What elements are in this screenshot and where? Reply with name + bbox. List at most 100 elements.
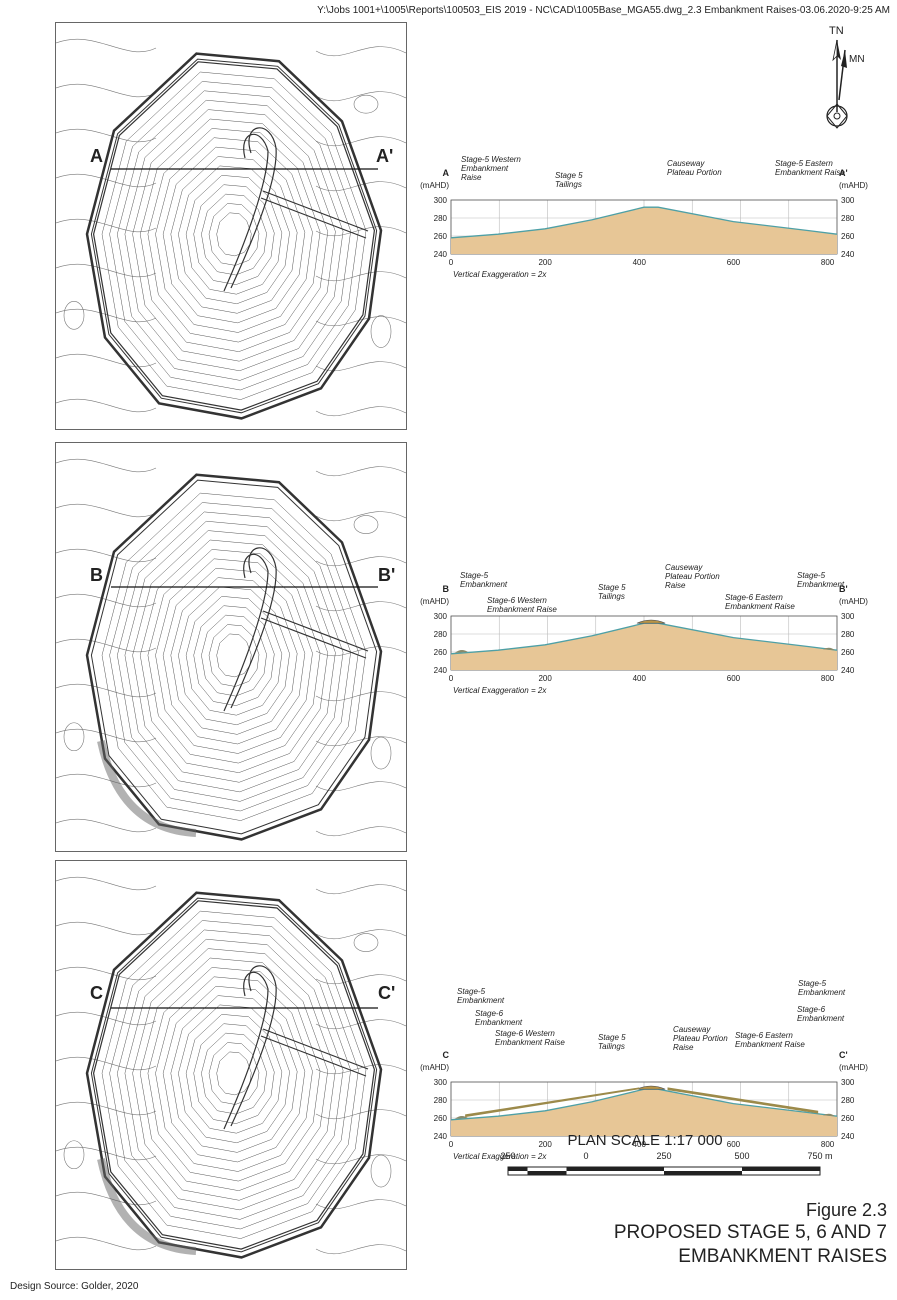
tailings-fill bbox=[451, 623, 837, 670]
plan-b-start-label: B bbox=[90, 565, 103, 585]
plan-c-end-label: C' bbox=[378, 983, 396, 1003]
callout-label: Causeway Plateau Portion Raise bbox=[665, 563, 720, 590]
scale-tick: 250 bbox=[500, 1151, 516, 1161]
figure-title-line-1: PROPOSED STAGE 5, 6 AND 7 bbox=[613, 1222, 887, 1243]
y-tick-left: 240 bbox=[434, 250, 448, 259]
plan-scale: PLAN SCALE 1:17 000 250 0 250 500 750 m bbox=[490, 1132, 840, 1183]
scale-tick-labels: 250 0 250 500 750 m bbox=[490, 1149, 840, 1165]
scale-tick: 500 bbox=[734, 1151, 750, 1161]
vertical-exaggeration: Vertical Exaggeration = 2x bbox=[453, 270, 547, 279]
y-tick-right: 240 bbox=[841, 250, 855, 259]
plan-a-end-label: A' bbox=[376, 146, 394, 166]
section-start-label: C bbox=[443, 1050, 450, 1060]
raised-embankment-shading bbox=[97, 740, 197, 837]
section-end-label: A' bbox=[839, 168, 848, 178]
north-arrow-head bbox=[837, 40, 841, 60]
x-tick: 0 bbox=[449, 674, 454, 683]
section-end-label: B' bbox=[839, 584, 848, 594]
y-tick-right: 260 bbox=[841, 232, 855, 241]
x-tick: 400 bbox=[633, 1140, 647, 1149]
tailings-contours bbox=[101, 71, 367, 400]
north-arrow: TN MN bbox=[815, 20, 875, 140]
y-tick-left: 300 bbox=[434, 612, 448, 621]
y-tick-right: 240 bbox=[841, 666, 855, 675]
stage-7-raise bbox=[465, 1087, 640, 1118]
plan-drawing bbox=[56, 458, 406, 841]
file-path-header: Y:\Jobs 1001+\1005\Reports\100503_EIS 20… bbox=[317, 5, 890, 16]
east-embankment-raise bbox=[822, 1113, 835, 1117]
y-tick-left: 280 bbox=[434, 630, 448, 639]
callout-label: Stage-5 Embankment bbox=[798, 979, 846, 997]
callout-label: Stage-5 Embankment bbox=[457, 987, 505, 1005]
y-tick-left: 300 bbox=[434, 196, 448, 205]
callout-label: Causeway Plateau Portion bbox=[667, 159, 722, 177]
x-tick: 200 bbox=[538, 674, 552, 683]
callout-label: Stage-5 Embankment bbox=[460, 571, 508, 589]
callout-label: Stage-6 Western Embankment Raise bbox=[487, 596, 557, 614]
tailings-fill bbox=[451, 207, 837, 254]
x-tick: 0 bbox=[449, 1140, 454, 1149]
causeway bbox=[223, 547, 369, 712]
tailings-contours bbox=[101, 910, 367, 1239]
scale-bar bbox=[507, 1166, 821, 1176]
x-tick: 400 bbox=[633, 674, 647, 683]
y-tick-right: 260 bbox=[841, 1114, 855, 1123]
x-tick: 200 bbox=[538, 1140, 552, 1149]
y-tick-left: 240 bbox=[434, 666, 448, 675]
y-tick-right: 280 bbox=[841, 214, 855, 223]
x-tick: 600 bbox=[727, 1140, 741, 1149]
cross-section-b: B B' (mAHD) (mAHD) 300 300 280 280 260 260 240 240 0… bbox=[405, 563, 890, 706]
units-right: (mAHD) bbox=[839, 1063, 868, 1072]
callout-label: Stage-6 Embankment bbox=[797, 1005, 845, 1023]
y-tick-right: 280 bbox=[841, 1096, 855, 1105]
y-tick-left: 260 bbox=[434, 1114, 448, 1123]
west-embankment-raise bbox=[454, 649, 468, 653]
figure-title-block: Figure 2.3 PROPOSED STAGE 5, 6 AND 7 EMB… bbox=[614, 1200, 887, 1269]
embankment-outline bbox=[85, 52, 383, 420]
y-tick-left: 300 bbox=[434, 1078, 448, 1087]
y-tick-right: 240 bbox=[841, 1132, 855, 1141]
callout-label: Stage-5 Western Embankment Raise bbox=[461, 155, 521, 182]
causeway bbox=[223, 965, 369, 1130]
y-tick-left: 280 bbox=[434, 214, 448, 223]
units-left: (mAHD) bbox=[420, 597, 449, 606]
y-tick-right: 280 bbox=[841, 630, 855, 639]
section-end-label: C' bbox=[839, 1050, 848, 1060]
embankment-outline bbox=[85, 473, 383, 841]
callout-label: Stage-5 Embankment bbox=[797, 571, 845, 589]
plan-view-a bbox=[55, 22, 407, 430]
callout-label: Stage-6 Embankment bbox=[475, 1009, 523, 1027]
figure-number: Figure 2.3 bbox=[805, 1200, 887, 1220]
west-embankment-raise bbox=[454, 1115, 468, 1119]
x-tick: 800 bbox=[821, 674, 835, 683]
plan-b-end-label: B' bbox=[378, 565, 396, 585]
callout-label: Stage 5 Tailings bbox=[598, 583, 626, 601]
scale-tick: 750 m bbox=[807, 1151, 833, 1161]
callout-label: Causeway Plateau Portion Raise bbox=[673, 1025, 728, 1052]
y-tick-left: 260 bbox=[434, 232, 448, 241]
plan-view-b bbox=[55, 442, 407, 852]
plan-drawing bbox=[56, 38, 406, 420]
vertical-exaggeration: Vertical Exaggeration = 2x bbox=[453, 1152, 547, 1161]
vertical-exaggeration: Vertical Exaggeration = 2x bbox=[453, 686, 547, 695]
plan-a-start-label: A bbox=[90, 146, 103, 166]
scale-tick: 0 bbox=[583, 1151, 589, 1161]
x-tick: 400 bbox=[633, 258, 647, 267]
units-right: (mAHD) bbox=[839, 181, 868, 190]
y-tick-right: 300 bbox=[841, 196, 855, 205]
plan-drawing bbox=[56, 876, 406, 1259]
callout-label: Stage-5 Eastern Embankment Raise bbox=[775, 159, 845, 177]
units-right: (mAHD) bbox=[839, 597, 868, 606]
embankment-outline bbox=[85, 891, 383, 1259]
section-start-label: B bbox=[443, 584, 450, 594]
x-tick: 0 bbox=[449, 258, 454, 267]
surface-line bbox=[450, 206, 838, 239]
terrain-contours bbox=[56, 876, 406, 1255]
plan-c-start-label: C bbox=[90, 983, 103, 1003]
magnetic-north-label: MN bbox=[849, 54, 865, 65]
callout-label: Stage 5 Tailings bbox=[555, 171, 583, 189]
plan-view-c bbox=[55, 860, 407, 1270]
